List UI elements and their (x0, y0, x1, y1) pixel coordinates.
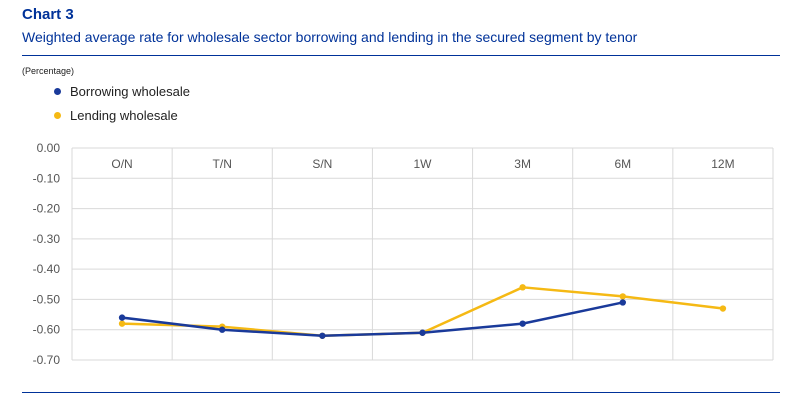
chart-number: Chart 3 (22, 6, 74, 23)
legend-label-borrowing: Borrowing wholesale (70, 84, 190, 99)
data-point (519, 284, 526, 291)
y-tick-label: -0.40 (33, 262, 61, 276)
data-point (419, 329, 426, 336)
legend-marker-borrowing (54, 88, 61, 95)
y-tick-label: -0.30 (33, 232, 61, 246)
data-point (619, 299, 626, 306)
x-tick-label: 6M (614, 157, 631, 171)
unit-label: (Percentage) (22, 66, 75, 76)
y-tick-label: -0.50 (33, 292, 61, 306)
footer-rule (22, 392, 780, 393)
x-tick-label: S/N (312, 157, 332, 171)
data-point (719, 305, 727, 312)
y-tick-label: 0.00 (37, 141, 61, 155)
data-point (519, 320, 526, 327)
chart-title: Weighted average rate for wholesale sect… (22, 29, 638, 45)
data-point (619, 293, 626, 300)
legend: Borrowing wholesale Lending wholesale (52, 82, 190, 130)
x-tick-label: O/N (111, 157, 132, 171)
data-point (118, 320, 126, 327)
y-tick-label: -0.10 (33, 171, 61, 185)
y-tick-label: -0.60 (33, 323, 61, 337)
title-rule (22, 55, 780, 56)
legend-item-borrowing: Borrowing wholesale (52, 82, 190, 106)
series-line (121, 301, 624, 338)
x-tick-label: 12M (711, 157, 734, 171)
x-tick-label: T/N (213, 157, 232, 171)
y-tick-label: -0.20 (33, 202, 61, 216)
legend-label-lending: Lending wholesale (70, 108, 178, 123)
x-tick-label: 3M (514, 157, 531, 171)
x-tick-label: 1W (414, 157, 433, 171)
legend-marker-lending (54, 112, 61, 119)
data-point (319, 332, 326, 339)
data-point (118, 314, 126, 321)
legend-item-lending: Lending wholesale (52, 106, 190, 130)
y-tick-label: -0.70 (33, 353, 61, 367)
data-point (219, 326, 226, 333)
